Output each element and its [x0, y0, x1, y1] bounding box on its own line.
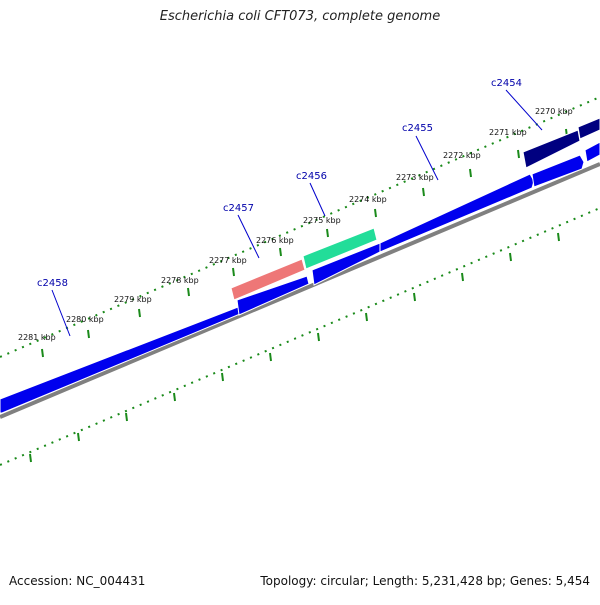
- inner-major-tick: [29, 453, 32, 463]
- major-tick: [279, 247, 282, 257]
- accession-text: Accession: NC_004431: [9, 574, 146, 588]
- major-tick: [232, 267, 235, 277]
- gene-label-c2457: c2457: [223, 203, 254, 214]
- inner-major-tick: [269, 352, 272, 362]
- gene-label-c2456: c2456: [296, 171, 327, 182]
- gene-labels: c2454 c2455 c2456 c2457 c2458: [37, 78, 543, 337]
- gene-leader-line: [237, 214, 260, 259]
- tick-label: 2275 kbp: [303, 216, 341, 225]
- major-tick: [469, 168, 472, 178]
- inner-tick-ring: [0, 207, 600, 466]
- tick-label: 2278 kbp: [161, 276, 199, 285]
- tick-label: 2276 kbp: [256, 236, 294, 245]
- gene-feature-c2457: [230, 258, 306, 301]
- forward-cds-block: [584, 141, 600, 163]
- major-tick: [138, 308, 141, 318]
- inner-major-tick: [557, 232, 560, 242]
- inner-major-tick: [509, 252, 512, 262]
- gene-feature-c2454: [522, 129, 581, 169]
- tick-label: 2281 kbp: [18, 333, 56, 342]
- forward-cds-block: [531, 154, 585, 188]
- genome-summary-text: Topology: circular; Length: 5,231,428 bp…: [260, 574, 590, 588]
- inner-major-tick: [461, 272, 464, 282]
- tick-label: 2280 kbp: [66, 315, 104, 324]
- tick-label: 2274 kbp: [349, 195, 387, 204]
- inner-major-tick: [77, 432, 80, 442]
- gene-leader-line: [309, 182, 326, 217]
- tick-label: 2271 kbp: [489, 128, 527, 137]
- tick-label: 2272 kbp: [443, 151, 481, 160]
- tick-labels: 2270 kbp 2271 kbp 2272 kbp 2273 kbp 2274 kbp…: [18, 107, 573, 342]
- inner-major-tick: [221, 372, 224, 382]
- gene-label-c2455: c2455: [402, 123, 433, 134]
- inner-major-tick: [317, 332, 320, 342]
- inner-major-tick: [125, 412, 128, 422]
- major-tick: [517, 149, 520, 159]
- major-tick: [87, 329, 90, 339]
- gene-leader-line: [505, 89, 543, 131]
- major-tick: [374, 208, 377, 218]
- tick-label: 2279 kbp: [114, 295, 152, 304]
- gene-feature-c2456: [302, 227, 378, 270]
- forward-cds-block: [236, 275, 310, 316]
- backbone-line: [0, 162, 600, 419]
- feature-track: [0, 117, 600, 414]
- tick-label: 2277 kbp: [209, 256, 247, 265]
- inner-major-tick: [173, 392, 176, 402]
- inner-major-tick: [365, 312, 368, 322]
- map-title: Escherichia coli CFT073, complete genome: [159, 9, 441, 24]
- forward-cds-block: [379, 173, 535, 253]
- major-tick: [41, 348, 44, 358]
- gene-label-c2458: c2458: [37, 278, 68, 289]
- tick-label: 2270 kbp: [535, 107, 573, 116]
- tick-label: 2273 kbp: [396, 173, 434, 182]
- major-ticks: [29, 128, 568, 463]
- gene-leader-line: [415, 135, 439, 181]
- gene-leader-line: [51, 289, 71, 337]
- gene-label-c2454: c2454: [491, 78, 522, 89]
- major-tick: [187, 287, 190, 297]
- major-tick: [422, 187, 425, 197]
- forward-cds-block: [0, 306, 241, 414]
- major-tick: [326, 228, 329, 238]
- inner-major-tick: [413, 292, 416, 302]
- outer-tick-ring: [0, 96, 600, 358]
- gene-feature-c2454-continued: [577, 117, 600, 140]
